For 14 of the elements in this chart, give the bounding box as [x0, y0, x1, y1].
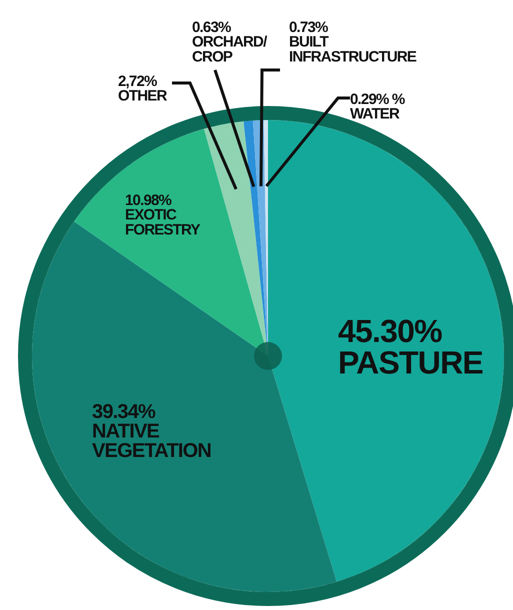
pie-slice	[32, 222, 337, 592]
pie-slice	[268, 120, 504, 582]
slice-label: BUILT INFRASTRUCTURE	[289, 34, 417, 66]
slice-label: EXOTIC FORESTRY	[125, 206, 201, 238]
slice-label: NATIVE VEGETATION	[92, 420, 212, 462]
data-label: 2,72%	[118, 73, 157, 90]
data-label: 0.73%	[289, 19, 328, 36]
data-label: 10.98%	[125, 192, 172, 209]
data-label: 39.34%	[92, 401, 156, 423]
slice-label: OTHER	[118, 88, 168, 105]
data-label: 0.29% %	[350, 91, 405, 108]
slice-label: WATER	[350, 106, 400, 123]
data-label: 0.63%	[192, 19, 231, 36]
slice-label: ORCHARD/ CROP	[192, 34, 268, 66]
